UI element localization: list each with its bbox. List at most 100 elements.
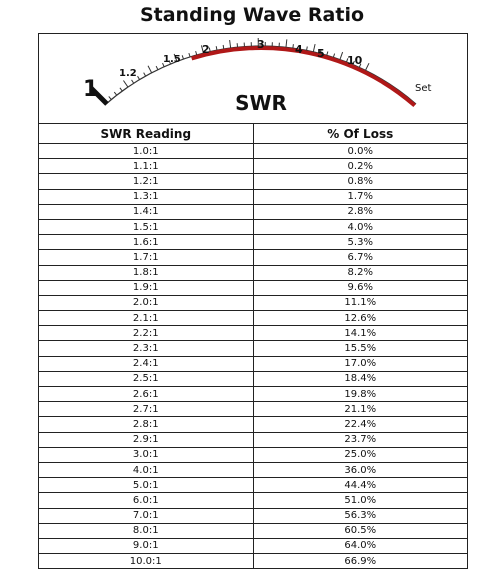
table-cell: 1.0:1 (39, 144, 254, 159)
meter: 1 1.2 1.5 2 3 4 5 10 Set SWR (39, 34, 467, 124)
table-cell: 22.4% (253, 417, 468, 432)
table-cell: 4.0% (253, 219, 468, 234)
table-cell: 5.0:1 (39, 478, 254, 493)
table-cell: 1.9:1 (39, 280, 254, 295)
meter-tick (313, 44, 315, 52)
scale-label: 1.5 (163, 54, 181, 65)
table-cell: 3.0:1 (39, 447, 254, 462)
table-row: 2.4:117.0% (39, 356, 468, 371)
table-cell: 1.2:1 (39, 174, 254, 189)
table-cell: 60.5% (253, 523, 468, 538)
scale-label: 1 (83, 77, 98, 102)
table-cell: 51.0% (253, 493, 468, 508)
meter-tick (144, 73, 146, 76)
scale-label: Set (415, 83, 432, 94)
table-cell: 2.5:1 (39, 371, 254, 386)
meter-labels: 1 1.2 1.5 2 3 4 5 10 Set SWR (83, 38, 432, 115)
table-row: 1.1:10.2% (39, 159, 468, 174)
meter-tick (230, 40, 231, 48)
title: Standing Wave Ratio (0, 4, 504, 26)
table-cell: 19.8% (253, 387, 468, 402)
scale-label: 2 (202, 43, 210, 56)
meter-red-arc (192, 48, 415, 106)
table-cell: 1.3:1 (39, 189, 254, 204)
meter-tick (132, 80, 134, 83)
table-cell: 2.7:1 (39, 402, 254, 417)
table-cell: 25.0% (253, 447, 468, 462)
meter-tick (123, 80, 128, 87)
meter-tick (156, 66, 158, 70)
table-cell: 1.8:1 (39, 265, 254, 280)
meter-tick (114, 92, 116, 95)
scale-label: 1.2 (119, 68, 137, 79)
table-row: 1.3:11.7% (39, 189, 468, 204)
table-cell: 23.7% (253, 432, 468, 447)
table-cell: 6.7% (253, 250, 468, 265)
table-cell: 1.7% (253, 189, 468, 204)
meter-tick (182, 55, 183, 59)
column-header: % Of Loss (253, 124, 468, 144)
table-cell: 8.0:1 (39, 523, 254, 538)
table-cell: 1.1:1 (39, 159, 254, 174)
table-row: 1.9:19.6% (39, 280, 468, 295)
meter-tick (286, 39, 287, 47)
table-row: 5.0:144.4% (39, 478, 468, 493)
table-cell: 2.2:1 (39, 326, 254, 341)
meter-tick (307, 47, 308, 51)
meter-tick (216, 46, 217, 50)
table-cell: 2.1:1 (39, 311, 254, 326)
table-cell: 56.3% (253, 508, 468, 523)
meter-tick (333, 54, 334, 58)
scale-label: 3 (257, 38, 265, 51)
table-row: 1.5:14.0% (39, 219, 468, 234)
scale-label: 5 (317, 47, 325, 60)
table-cell: 9.6% (253, 280, 468, 295)
table-cell: 2.9:1 (39, 432, 254, 447)
chart-box: 1 1.2 1.5 2 3 4 5 10 Set SWR SWR Reading… (38, 33, 468, 569)
table-cell: 1.6:1 (39, 235, 254, 250)
table-cell: 64.0% (253, 538, 468, 553)
table-cell: 0.8% (253, 174, 468, 189)
meter-tick (365, 63, 369, 70)
meter-tick (340, 52, 343, 60)
scale-label: 10 (347, 54, 363, 67)
meter-tick (196, 51, 197, 55)
table-cell: 12.6% (253, 311, 468, 326)
table-cell: 7.0:1 (39, 508, 254, 523)
table-cell: 0.2% (253, 159, 468, 174)
table-cell: 2.8% (253, 204, 468, 219)
meter-tick (120, 88, 122, 91)
table-row: 2.2:114.1% (39, 326, 468, 341)
table-cell: 10.0:1 (39, 554, 254, 569)
page: Standing Wave Ratio 1 1.2 1.5 2 3 4 5 10… (0, 0, 504, 578)
table-cell: 14.1% (253, 326, 468, 341)
table-cell: 18.4% (253, 371, 468, 386)
table-cell: 2.0:1 (39, 295, 254, 310)
table-row: 7.0:156.3% (39, 508, 468, 523)
meter-tick (109, 96, 112, 99)
table-cell: 8.2% (253, 265, 468, 280)
meter-tick (327, 52, 328, 56)
table-row: 2.9:123.7% (39, 432, 468, 447)
table-cell: 0.0% (253, 144, 468, 159)
table-cell: 2.3:1 (39, 341, 254, 356)
table-cell: 21.1% (253, 402, 468, 417)
meter-tick (223, 45, 224, 49)
meter-tick (148, 66, 152, 73)
table-cell: 6.0:1 (39, 493, 254, 508)
meter-label: SWR (235, 91, 287, 115)
table-cell: 11.1% (253, 295, 468, 310)
table-row: 1.4:12.8% (39, 204, 468, 219)
